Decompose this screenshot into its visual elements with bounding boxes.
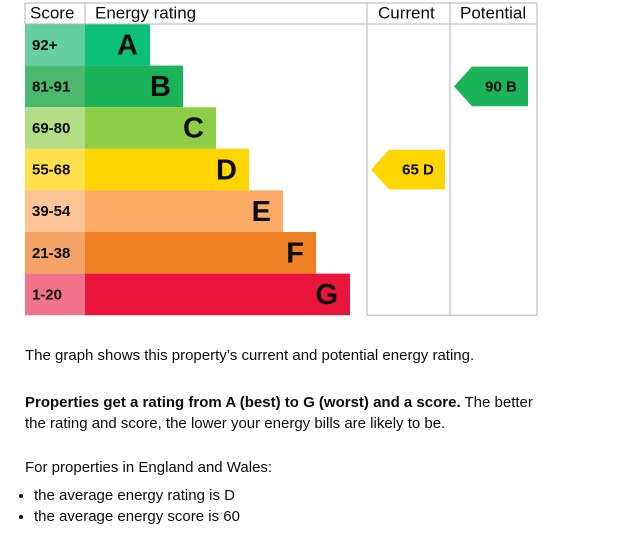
score-label: 1-20 xyxy=(32,286,62,303)
rating-bar xyxy=(85,65,183,108)
score-cell xyxy=(25,65,85,108)
score-label: 21-38 xyxy=(32,245,70,262)
rating-paragraph: Properties get a rating from A (best) to… xyxy=(25,392,545,434)
rating-rest: The better the rating and score, the low… xyxy=(25,394,533,432)
arrow-shape xyxy=(371,149,445,190)
rating-letter: A xyxy=(117,29,138,61)
rating-bar xyxy=(85,24,150,66)
rating-bar xyxy=(85,190,283,232)
arrow-shape xyxy=(454,66,528,107)
bullet-list: the average energy rating is D the avera… xyxy=(0,485,594,527)
score-label: 81-91 xyxy=(32,78,70,95)
arrow-label: 65 D xyxy=(402,162,434,179)
score-cell xyxy=(25,273,85,316)
rating-letter: C xyxy=(183,113,204,145)
score-label: 69-80 xyxy=(32,120,70,137)
header: Score xyxy=(30,3,74,22)
rating-bold: Properties get a rating from A (best) to… xyxy=(25,394,461,411)
intro: The graph shows this property’s current … xyxy=(25,347,475,364)
score-cell xyxy=(25,107,85,149)
arrow-rating: B xyxy=(506,78,517,95)
header: Current xyxy=(378,3,435,22)
score-cell xyxy=(25,232,85,274)
rating-bar xyxy=(85,148,249,191)
rating-letter: E xyxy=(252,196,271,228)
score-cell xyxy=(25,190,85,232)
header: Energy rating xyxy=(95,3,196,22)
arrow-label: 90 B xyxy=(485,78,517,95)
arrow-score: 65 xyxy=(402,162,419,179)
bullet: the average energy score is 60 xyxy=(34,506,594,527)
rating-letter: F xyxy=(286,237,304,269)
bullet: the average energy rating is D xyxy=(34,485,594,506)
rating-bar xyxy=(85,273,350,316)
rating-bar xyxy=(85,232,316,274)
epc-chart: Score Energy rating Current Potential 92+ A 81… xyxy=(24,2,538,316)
rating-bar xyxy=(85,107,216,149)
score-label: 39-54 xyxy=(32,203,71,220)
score-label: 55-68 xyxy=(32,162,70,179)
score-cell xyxy=(25,24,85,66)
arrow-score: 90 xyxy=(485,78,502,95)
rating-letter: B xyxy=(150,71,171,103)
current-arrow: 65 D xyxy=(371,149,445,190)
arrow-rating: D xyxy=(423,162,434,179)
region: For properties in England and Wales: xyxy=(25,459,273,476)
score-cell xyxy=(25,148,85,191)
rating-letter: D xyxy=(216,154,237,186)
potential-arrow: 90 B xyxy=(454,66,528,107)
score-label: 92+ xyxy=(32,37,58,54)
rating-letter: G xyxy=(315,279,338,311)
header: Potential xyxy=(460,3,526,22)
